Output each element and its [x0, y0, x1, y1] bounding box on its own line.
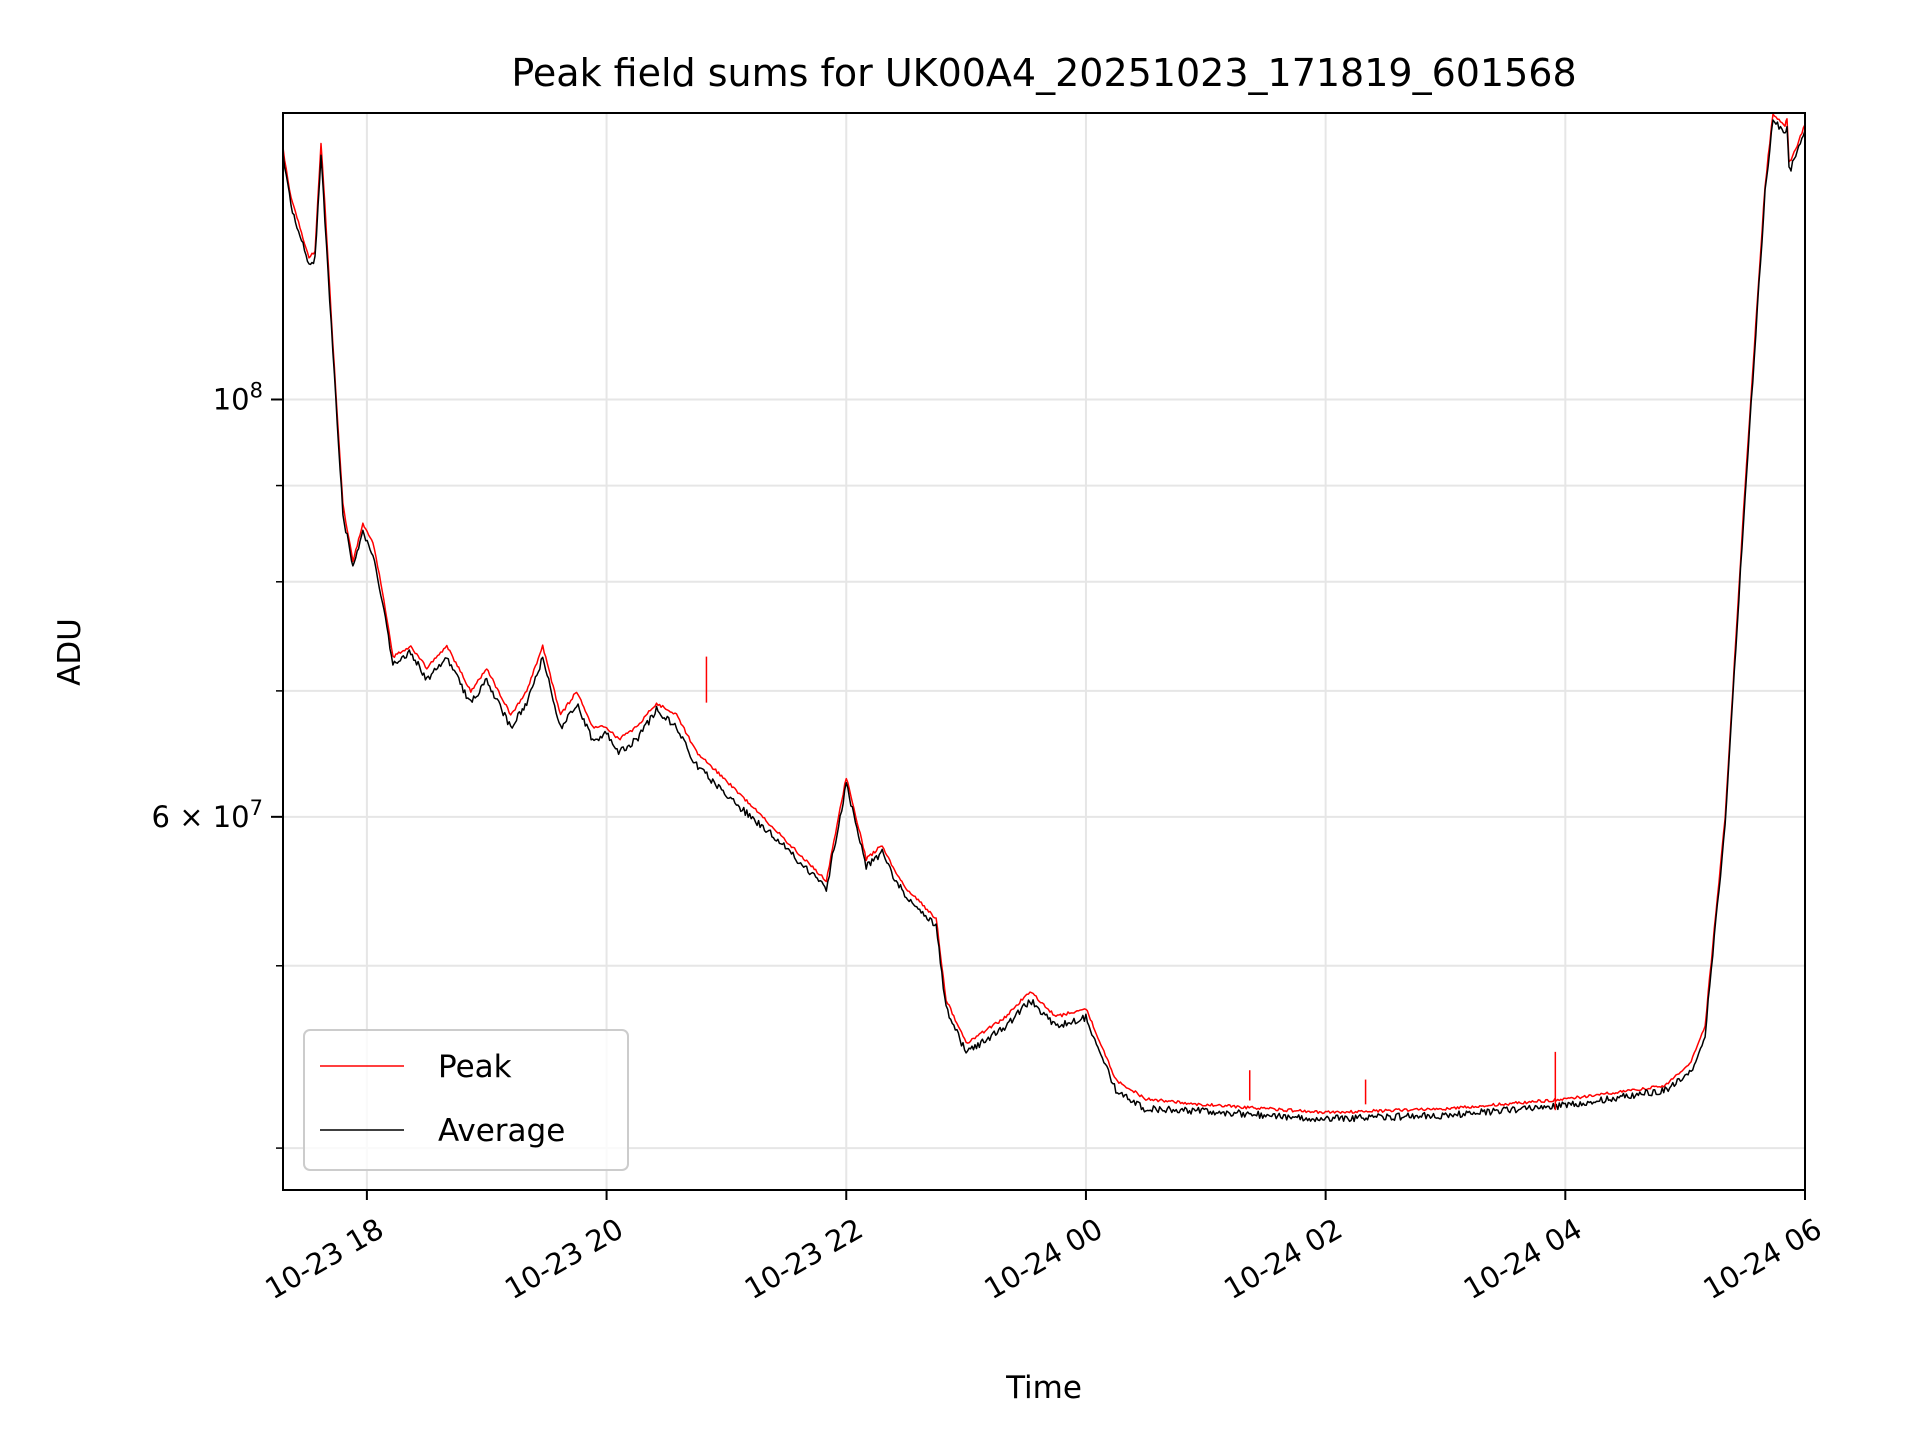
x-axis-title: Time	[1005, 1370, 1082, 1406]
grid	[283, 113, 1806, 1190]
series-line-average	[282, 119, 1806, 1123]
y-tick-label: 6 × 107	[152, 796, 263, 834]
series-layer	[282, 113, 1806, 1123]
legend-box	[303, 1029, 629, 1171]
y-axis: 108 6 × 107	[152, 378, 283, 1149]
series-line-peak	[282, 113, 1806, 1115]
legend-label-peak: Peak	[438, 1049, 512, 1085]
plot-area-frame	[282, 112, 1806, 1191]
y-axis-title: ADU	[52, 618, 88, 686]
y-tick-label: 108	[213, 378, 263, 416]
chart-title: Peak field sums for UK00A4_20251023_1718…	[511, 51, 1576, 95]
legend: Peak Average	[303, 1029, 629, 1171]
legend-label-average: Average	[438, 1113, 565, 1149]
